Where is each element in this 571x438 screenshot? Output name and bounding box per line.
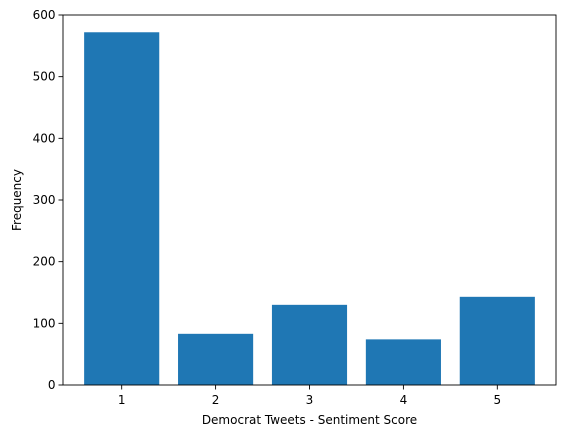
y-tick-label: 600 (33, 8, 56, 22)
x-tick-label: 4 (400, 393, 408, 407)
x-axis-label: Democrat Tweets - Sentiment Score (202, 413, 417, 427)
bar-3 (271, 304, 348, 385)
x-tick-label: 3 (306, 393, 314, 407)
bars-group (84, 32, 535, 386)
y-tick-label: 200 (33, 255, 56, 269)
y-tick-label: 300 (33, 193, 56, 207)
y-axis-ticks: 0 100 200 300 400 500 600 (33, 8, 63, 392)
x-axis-ticks: 1 2 3 4 5 (118, 385, 501, 407)
bar-1 (84, 32, 160, 386)
y-tick-label: 0 (48, 378, 56, 392)
x-tick-label: 2 (212, 393, 220, 407)
bar-4 (365, 339, 441, 385)
y-axis-label: Frequency (10, 169, 24, 231)
x-tick-label: 1 (118, 393, 126, 407)
y-tick-label: 500 (33, 70, 56, 84)
bar-2 (178, 333, 254, 385)
x-tick-label: 5 (493, 393, 501, 407)
y-tick-label: 100 (33, 316, 56, 330)
y-tick-label: 400 (33, 131, 56, 145)
bar-5 (459, 296, 535, 385)
